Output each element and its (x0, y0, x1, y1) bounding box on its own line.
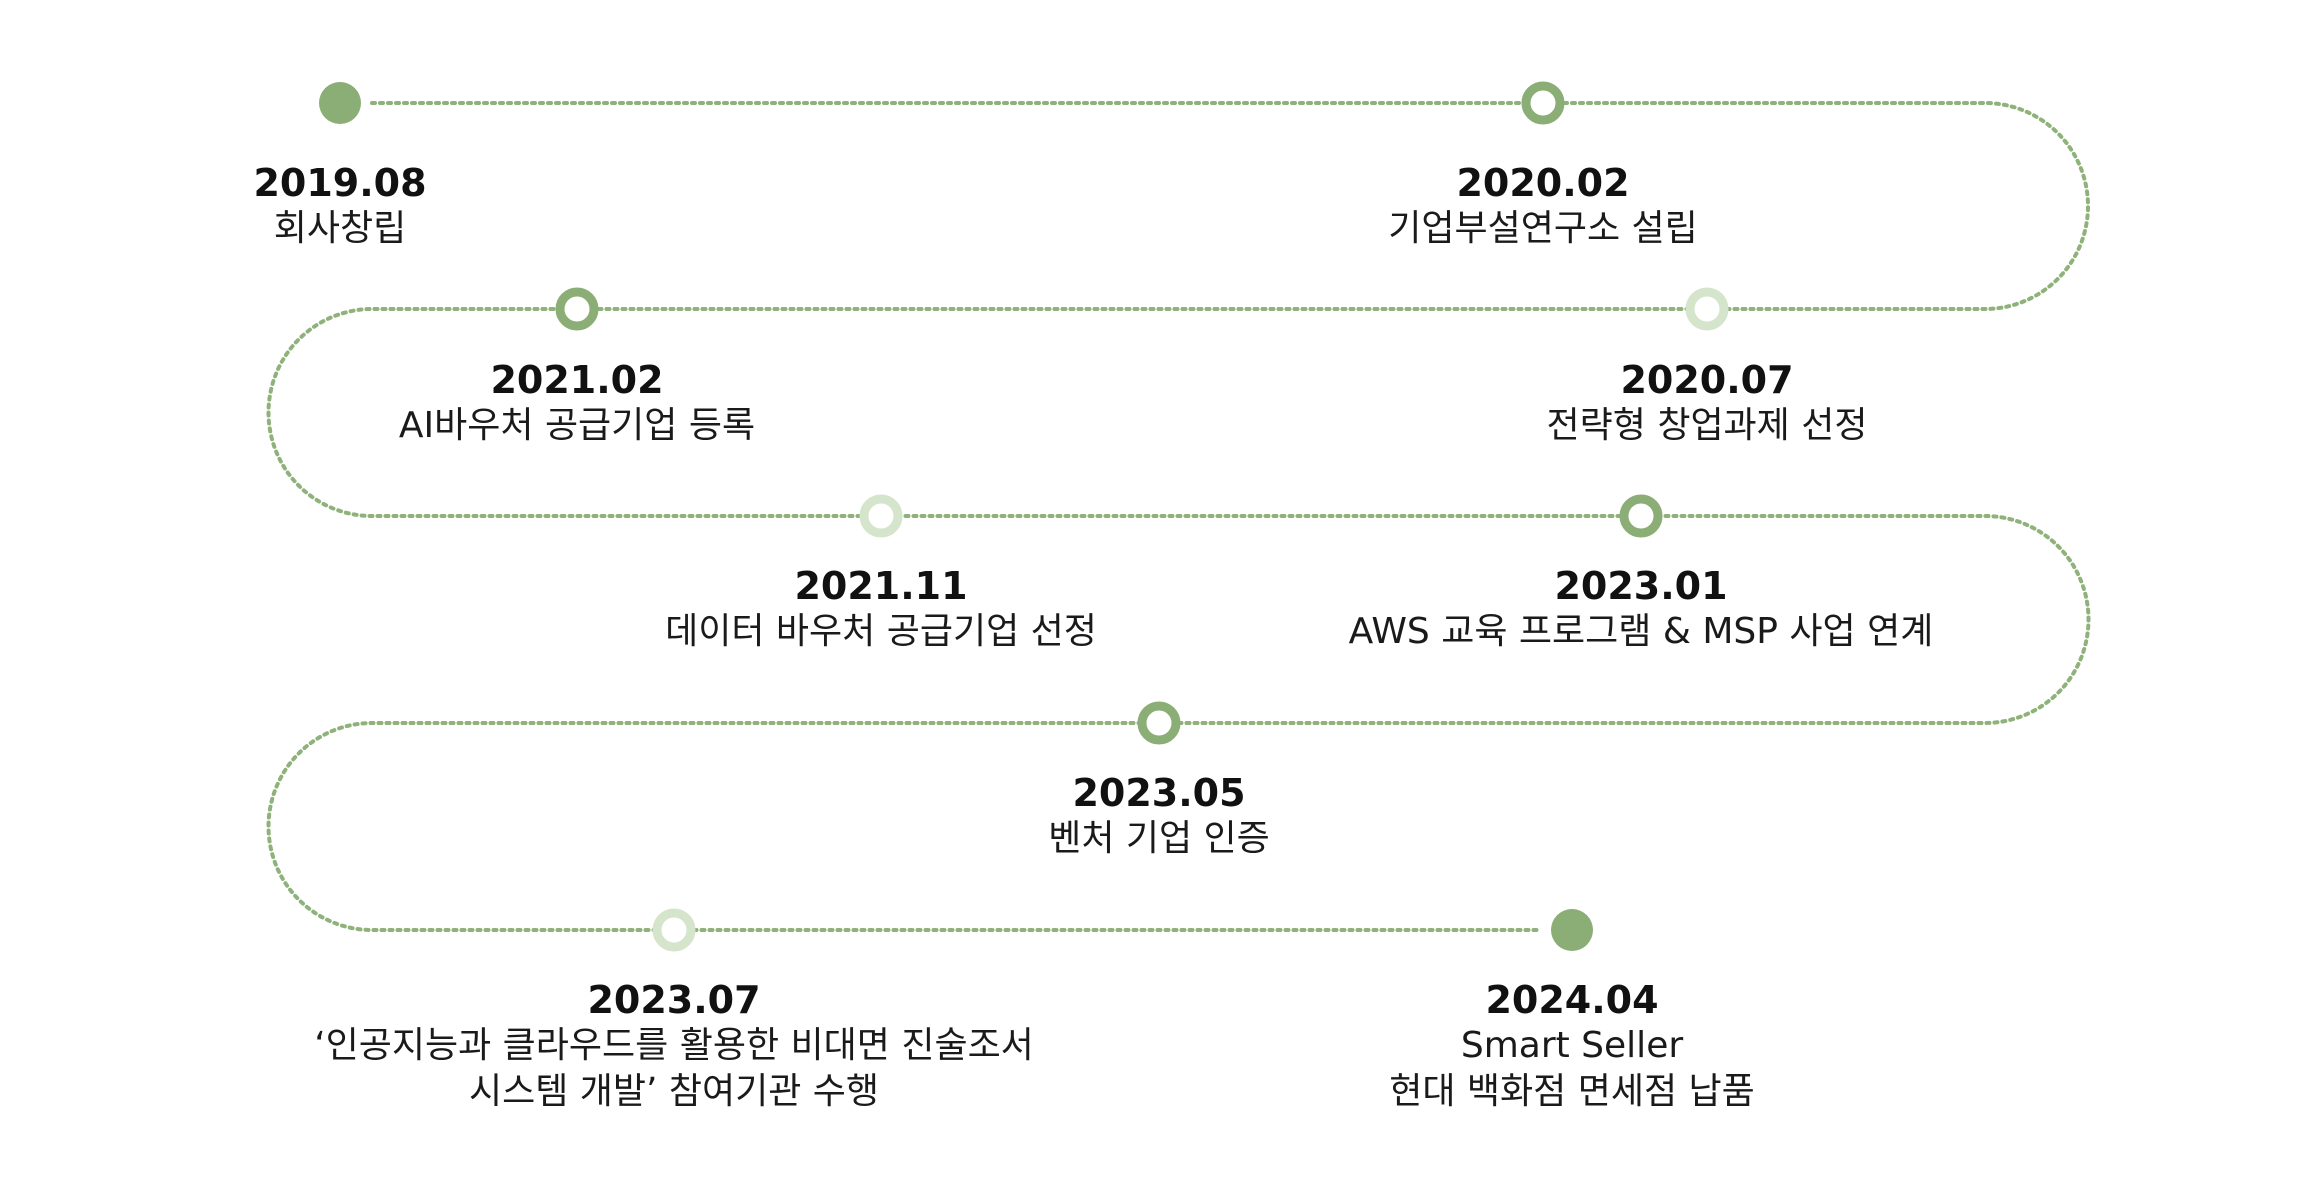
milestone-dot-ring (555, 287, 599, 331)
milestone: 2021.02 AI바우처 공급기업 등록 (399, 357, 755, 449)
milestone-date: 2020.07 (1620, 358, 1794, 402)
milestone-description: 전략형 창업과제 선정 (1546, 405, 1868, 446)
milestone: 2023.05 벤처 기업 인증 (1048, 770, 1270, 862)
milestone-description: 기업부설연구소 설립 (1388, 208, 1698, 249)
milestone: 2023.01 AWS 교육 프로그램 & MSP 사업 연계 (1349, 563, 1934, 655)
milestone-description: AI바우처 공급기업 등록 (398, 405, 756, 446)
milestone-date: 2024.04 (1485, 978, 1659, 1022)
milestone-description: 벤처 기업 인증 (1048, 818, 1270, 859)
milestone-date: 2023.01 (1554, 564, 1728, 608)
milestone-dot-ring (652, 908, 696, 952)
milestone-date: 2021.02 (490, 358, 664, 402)
milestone-date: 2023.05 (1072, 771, 1246, 815)
milestone-date: 2021.11 (794, 564, 968, 608)
milestone-description: 현대 백화점 면세점 납품 (1389, 1071, 1755, 1112)
milestone-description: AWS 교육 프로그램 & MSP 사업 연계 (1348, 611, 1934, 652)
milestone-date: 2020.02 (1456, 161, 1630, 205)
milestone: 2024.04 Smart Seller 현대 백화점 면세점 납품 (1389, 977, 1755, 1115)
milestone-description: 데이터 바우처 공급기업 선정 (665, 611, 1097, 652)
milestone: 2020.02 기업부설연구소 설립 (1388, 160, 1698, 252)
milestone-dot-ring (1521, 81, 1565, 125)
milestone: 2020.07 전략형 창업과제 선정 (1547, 357, 1868, 449)
milestone-description: Smart Seller (1460, 1025, 1684, 1066)
milestone-description: ‘인공지능과 클라우드를 활용한 비대면 진술조서 (314, 1025, 1034, 1066)
milestone-dot-filled (319, 82, 361, 124)
milestone-date: 2023.07 (587, 978, 761, 1022)
milestone-dot-ring (1619, 494, 1663, 538)
timeline-path (266, 101, 2091, 932)
milestone: 2021.11 데이터 바우처 공급기업 선정 (665, 563, 1097, 655)
milestone-dot-ring (1137, 701, 1181, 745)
milestone-dot-ring (1685, 287, 1729, 331)
milestone-description: 시스템 개발’ 참여기관 수행 (468, 1071, 880, 1112)
milestone-dot-filled (1551, 909, 1593, 951)
timeline-markers (319, 81, 1729, 952)
milestone-description: 회사창립 (273, 208, 407, 249)
milestone-dot-ring (859, 494, 903, 538)
milestone: 2019.08 회사창립 (253, 160, 426, 252)
milestone-date: 2019.08 (253, 161, 427, 205)
